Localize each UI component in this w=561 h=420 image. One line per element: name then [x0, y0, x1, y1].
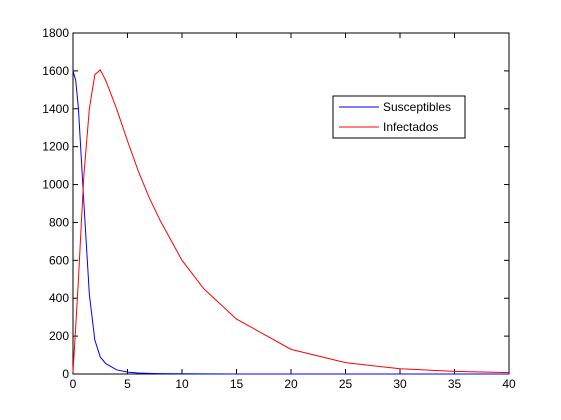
y-tick-label: 600 [49, 253, 69, 267]
y-tick-label: 200 [49, 329, 69, 343]
y-tick-label: 1600 [42, 64, 69, 78]
legend-label: Susceptibles [383, 100, 451, 114]
x-tick-label: 25 [339, 377, 353, 391]
y-tick-label: 400 [49, 291, 69, 305]
y-tick-label: 1000 [42, 178, 69, 192]
plot-area [72, 32, 510, 375]
x-tick-label: 10 [175, 377, 189, 391]
legend-label: Infectados [383, 120, 438, 134]
x-tick-label: 20 [284, 377, 298, 391]
y-tick-label: 1200 [42, 140, 69, 154]
x-tick-label: 5 [124, 377, 131, 391]
x-tick-label: 15 [230, 377, 244, 391]
series-line [72, 70, 509, 375]
x-tick-label: 40 [502, 377, 516, 391]
x-tick-label: 0 [70, 377, 77, 391]
y-tick-label: 800 [49, 215, 69, 229]
y-tick-label: 1800 [42, 26, 69, 40]
y-tick-label: 0 [62, 367, 69, 381]
x-tick-label: 35 [448, 377, 462, 391]
y-tick-label: 1400 [42, 102, 69, 116]
series-line [72, 69, 510, 374]
x-tick-label: 30 [393, 377, 407, 391]
legend-box [332, 95, 466, 139]
